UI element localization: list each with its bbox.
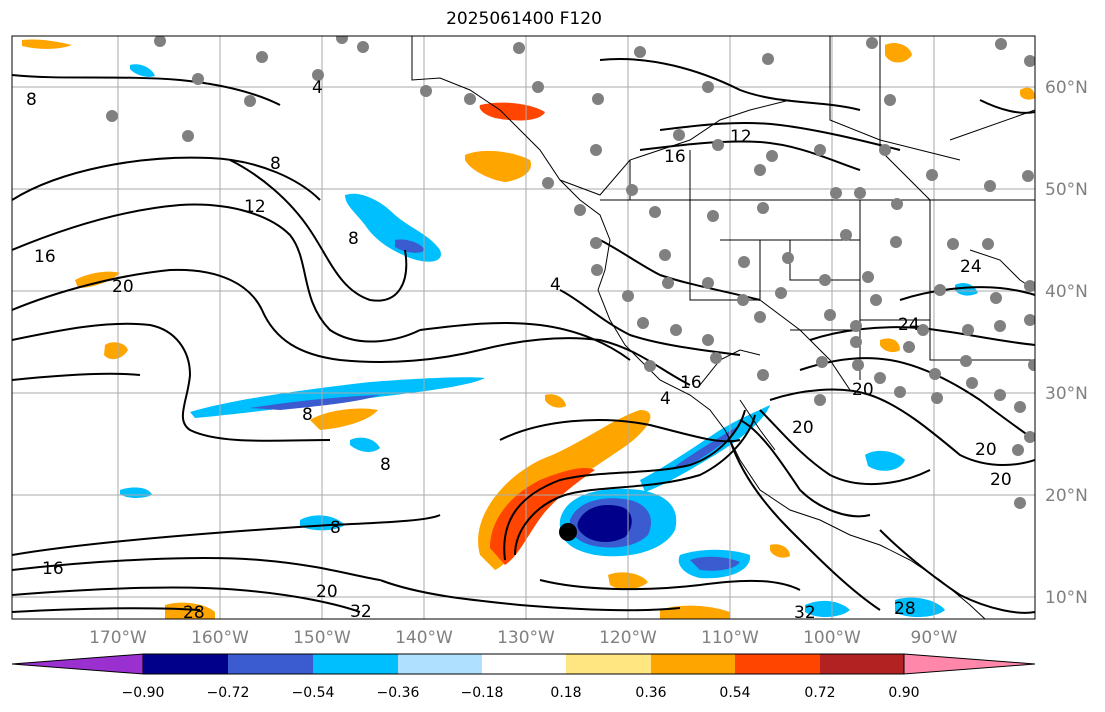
svg-text:0.54: 0.54 (719, 685, 750, 701)
svg-text:20: 20 (316, 582, 338, 602)
colorbar-segment (482, 654, 566, 674)
longitude-labels: 170°W 160°W 150°W 140°W 130°W 120°W 110°… (89, 628, 958, 648)
map-title: 2025061400 F120 (446, 9, 602, 29)
colorbar-segment (566, 654, 651, 674)
svg-text:16: 16 (680, 373, 702, 393)
svg-text:40°N: 40°N (1045, 282, 1088, 302)
contour-labels: 8 12 16 20 8 16 12 4 8 4 16 20 24 24 20 … (26, 78, 1012, 623)
svg-text:12: 12 (730, 127, 752, 147)
svg-text:20: 20 (990, 470, 1012, 490)
svg-text:100°W: 100°W (803, 628, 861, 648)
station-markers (106, 36, 1035, 509)
svg-text:0.72: 0.72 (804, 685, 835, 701)
colorbar-segment (398, 654, 482, 674)
colorbar-segment (143, 654, 228, 674)
latitude-labels: 60°N 50°N 40°N 30°N 20°N 10°N (1045, 78, 1088, 608)
svg-text:0.90: 0.90 (888, 685, 919, 701)
svg-text:130°W: 130°W (497, 628, 555, 648)
svg-text:8: 8 (348, 229, 359, 249)
colorbar-min-extension (11, 653, 144, 675)
colorbar-segment (228, 654, 313, 674)
svg-text:20: 20 (112, 277, 134, 297)
svg-text:−0.90: −0.90 (122, 685, 165, 701)
svg-text:10°N: 10°N (1045, 588, 1088, 608)
colorbar-max-extension (903, 653, 1036, 675)
svg-text:8: 8 (330, 518, 341, 538)
svg-text:20°N: 20°N (1045, 486, 1088, 506)
svg-text:120°W: 120°W (599, 628, 657, 648)
svg-text:4: 4 (312, 78, 323, 98)
colorbar-segment (651, 654, 735, 674)
storm-center-marker (559, 523, 577, 541)
colorbar-segment (735, 654, 820, 674)
svg-text:20: 20 (792, 418, 814, 438)
svg-text:4: 4 (660, 389, 671, 409)
svg-text:−0.18: −0.18 (461, 685, 504, 701)
svg-text:24: 24 (898, 315, 920, 335)
svg-text:16: 16 (34, 247, 56, 267)
svg-text:24: 24 (960, 257, 982, 277)
svg-text:30°N: 30°N (1045, 384, 1088, 404)
svg-text:−0.36: −0.36 (377, 685, 420, 701)
svg-text:−0.54: −0.54 (292, 685, 335, 701)
colorbar: −0.90 −0.72 −0.54 −0.36 −0.18 0.18 0.36 … (11, 653, 1036, 701)
svg-text:0.36: 0.36 (635, 685, 666, 701)
svg-text:160°W: 160°W (191, 628, 249, 648)
svg-text:20: 20 (975, 440, 997, 460)
strong-negative-anomaly-area (577, 504, 632, 542)
svg-text:16: 16 (42, 559, 64, 579)
svg-text:60°N: 60°N (1045, 78, 1088, 98)
svg-text:4: 4 (550, 275, 561, 295)
contour-lines (12, 58, 1035, 614)
svg-text:8: 8 (26, 90, 37, 110)
colorbar-segment (313, 654, 398, 674)
colorbar-labels: −0.90 −0.72 −0.54 −0.36 −0.18 0.18 0.36 … (122, 685, 920, 701)
svg-text:12: 12 (244, 197, 266, 217)
svg-text:110°W: 110°W (701, 628, 759, 648)
svg-text:8: 8 (302, 405, 313, 425)
svg-text:0.18: 0.18 (550, 685, 581, 701)
svg-text:170°W: 170°W (89, 628, 147, 648)
svg-text:28: 28 (894, 599, 916, 619)
graticule (12, 36, 1035, 619)
svg-text:32: 32 (794, 603, 816, 623)
svg-text:90°W: 90°W (911, 628, 958, 648)
svg-text:28: 28 (183, 603, 205, 623)
svg-text:8: 8 (380, 455, 391, 475)
svg-text:50°N: 50°N (1045, 180, 1088, 200)
svg-text:20: 20 (852, 380, 874, 400)
map-frame (11, 35, 1036, 620)
svg-text:−0.72: −0.72 (207, 685, 250, 701)
svg-text:16: 16 (664, 147, 686, 167)
svg-text:140°W: 140°W (395, 628, 453, 648)
svg-text:8: 8 (270, 154, 281, 174)
colorbar-segment (820, 654, 904, 674)
svg-text:150°W: 150°W (293, 628, 351, 648)
svg-text:32: 32 (350, 602, 372, 622)
